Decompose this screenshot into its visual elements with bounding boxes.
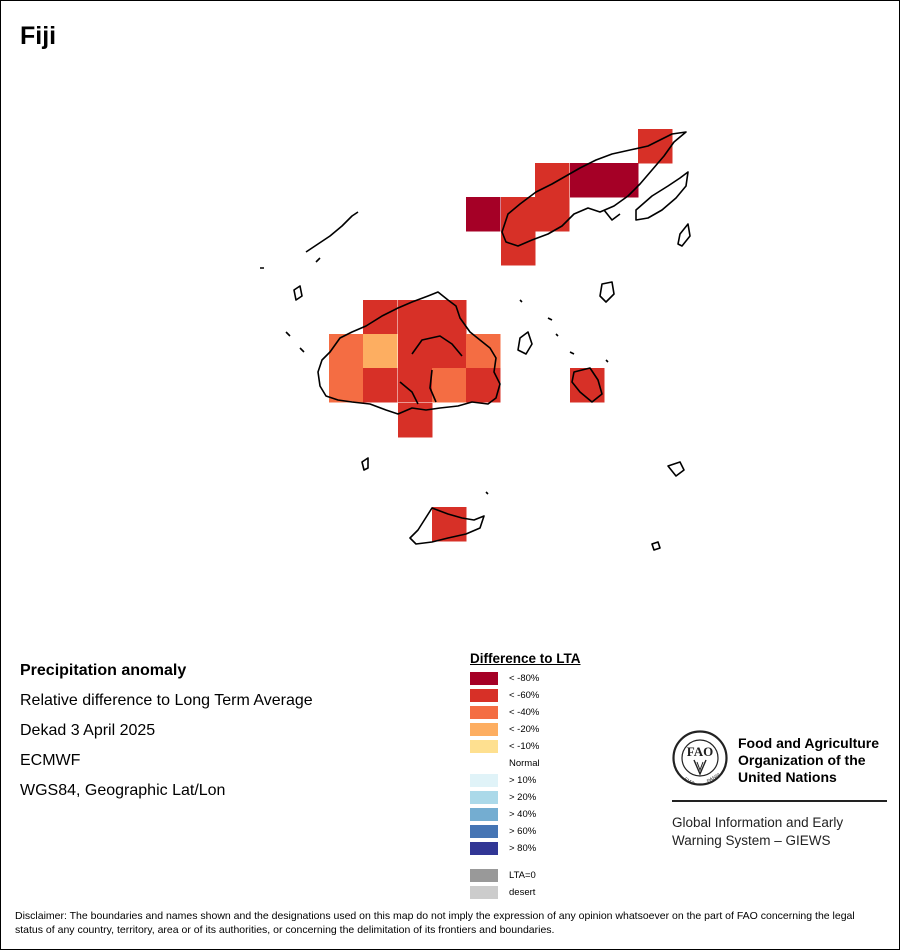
- legend-label: > 80%: [509, 843, 537, 854]
- fao-divider: [672, 800, 887, 802]
- legend-label: > 10%: [509, 775, 537, 786]
- legend-swatch: [470, 886, 498, 899]
- fao-logo-icon: FAO FIAT PANIS: [672, 730, 728, 786]
- anomaly-cell: [535, 163, 570, 198]
- legend: Difference to LTA < -80% < -60% < -40% < -2…: [470, 651, 630, 901]
- legend-label: > 60%: [509, 826, 537, 837]
- anomaly-cell: [638, 129, 673, 164]
- coastline: [361, 457, 369, 471]
- anomaly-cell: [466, 197, 501, 232]
- legend-item-7: > 20%: [470, 789, 630, 806]
- info-line-2: Dekad 3 April 2025: [20, 722, 156, 739]
- fao-name-line-2: Organization of the: [738, 752, 866, 768]
- map-title: Fiji: [20, 22, 57, 50]
- legend-label: < -80%: [509, 673, 540, 684]
- legend-label: > 20%: [509, 792, 537, 803]
- anomaly-cell: [363, 334, 398, 369]
- map-info: Precipitation anomaly Relative differenc…: [20, 656, 440, 806]
- legend-swatch: [470, 791, 498, 804]
- legend-label: < -60%: [509, 690, 540, 701]
- legend-label: < -10%: [509, 741, 540, 752]
- fao-name-line-3: United Nations: [738, 769, 837, 785]
- coastline: [317, 291, 501, 415]
- legend-label: desert: [509, 887, 536, 898]
- disclaimer: Disclaimer: The boundaries and names sho…: [15, 910, 855, 936]
- legend-item-9: > 60%: [470, 823, 630, 840]
- coastlines: [260, 131, 691, 551]
- svg-text:FIAT: FIAT: [683, 777, 695, 786]
- legend-extra-item-0: LTA=0: [470, 867, 630, 884]
- coastline: [667, 461, 685, 477]
- anomaly-cell: [363, 368, 398, 403]
- legend-swatch: [470, 689, 498, 702]
- legend-swatch: [470, 774, 498, 787]
- anomaly-grid: [329, 129, 673, 542]
- legend-label: > 40%: [509, 809, 537, 820]
- giews-name: Global Information and Early Warning Sys…: [672, 814, 892, 850]
- anomaly-cell: [604, 163, 639, 198]
- legend-item-10: > 80%: [470, 840, 630, 857]
- fao-name-line-1: Food and Agriculture: [738, 735, 880, 751]
- legend-items: < -80% < -60% < -40% < -20% < -10% Normal > 10…: [470, 670, 630, 857]
- legend-label: < -40%: [509, 707, 540, 718]
- legend-title: Difference to LTA: [470, 651, 581, 666]
- anomaly-cell: [501, 231, 536, 266]
- fao-name: Food and Agriculture Organization of the…: [738, 735, 898, 786]
- legend-label: Normal: [509, 758, 540, 769]
- legend-swatch: [470, 672, 498, 685]
- anomaly-cell: [535, 197, 570, 232]
- map-canvas: [260, 129, 691, 551]
- anomaly-cell: [329, 334, 364, 369]
- legend-item-8: > 40%: [470, 806, 630, 823]
- coastline: [399, 335, 463, 405]
- legend-item-3: < -20%: [470, 721, 630, 738]
- coastline: [501, 131, 687, 247]
- legend-swatch: [470, 825, 498, 838]
- coastline: [409, 507, 485, 545]
- anomaly-cell: [432, 507, 467, 542]
- giews-line-2: Warning System – GIEWS: [672, 833, 831, 848]
- legend-swatch: [470, 808, 498, 821]
- giews-line-1: Global Information and Early: [672, 815, 844, 830]
- legend-extra-item-1: desert: [470, 884, 630, 901]
- coastline: [571, 367, 603, 403]
- legend-item-5: Normal: [470, 755, 630, 772]
- anomaly-cell: [501, 197, 536, 232]
- legend-item-4: < -10%: [470, 738, 630, 755]
- coastline: [293, 211, 359, 301]
- info-line-4: WGS84, Geographic Lat/Lon: [20, 782, 226, 799]
- coastline: [651, 541, 661, 551]
- coastline: [635, 171, 689, 221]
- legend-item-1: < -60%: [470, 687, 630, 704]
- anomaly-cell: [432, 300, 467, 335]
- coastline: [677, 223, 691, 247]
- anomaly-cell: [432, 334, 467, 369]
- info-line-3: ECMWF: [20, 752, 81, 769]
- coastline: [260, 209, 621, 495]
- legend-swatch: [470, 842, 498, 855]
- info-line-1: Relative difference to Long Term Average: [20, 692, 313, 709]
- anomaly-cell: [329, 368, 364, 403]
- legend-extra-items: LTA=0 desert: [470, 867, 630, 901]
- coastline: [517, 331, 533, 355]
- legend-swatch: [470, 869, 498, 882]
- legend-swatch: [470, 723, 498, 736]
- anomaly-cell: [570, 163, 605, 198]
- coastline: [599, 281, 615, 303]
- info-heading: Precipitation anomaly: [20, 662, 187, 679]
- legend-swatch: [470, 740, 498, 753]
- legend-item-6: > 10%: [470, 772, 630, 789]
- legend-item-2: < -40%: [470, 704, 630, 721]
- legend-label: < -20%: [509, 724, 540, 735]
- legend-swatch: [470, 706, 498, 719]
- anomaly-cell: [432, 368, 467, 403]
- svg-text:FAO: FAO: [687, 744, 713, 759]
- legend-item-0: < -80%: [470, 670, 630, 687]
- legend-label: LTA=0: [509, 870, 536, 881]
